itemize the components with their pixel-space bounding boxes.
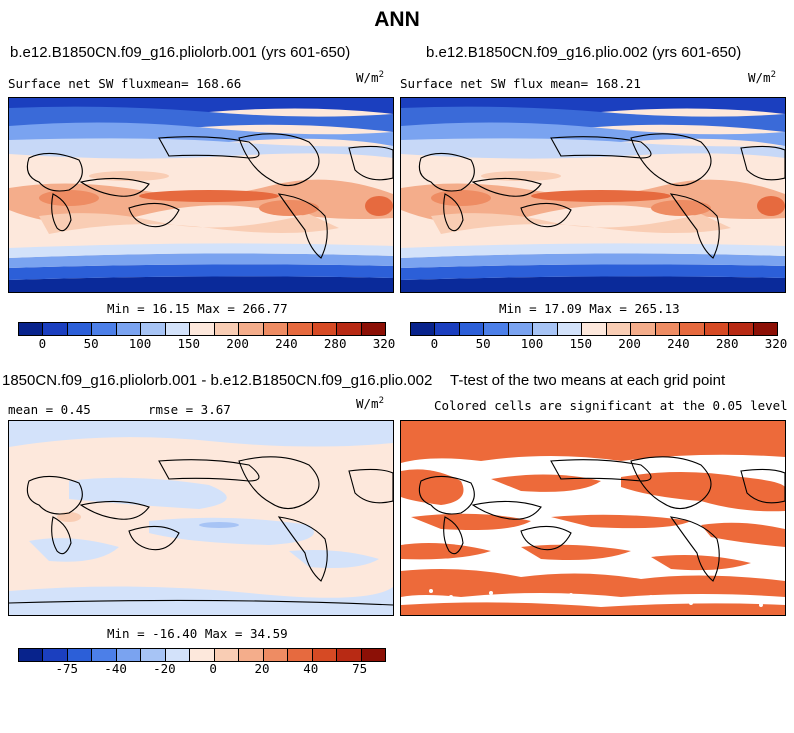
colorbar-swatch: [92, 323, 117, 335]
colorbar-swatch: [116, 323, 142, 335]
colorbar-swatch: [729, 323, 754, 335]
mean-bottom-left: mean = 0.45: [8, 402, 91, 417]
rmse-bottom-left: rmse = 3.67: [148, 402, 231, 417]
colorbar-swatch: [263, 323, 289, 335]
colorbar-tick-label: -40: [104, 661, 127, 676]
colorbar-swatch: [704, 323, 730, 335]
map-panel-bottom-left: [8, 420, 394, 616]
colorbar-swatch: [190, 323, 215, 335]
colorbar-tick-label: 200: [618, 336, 641, 351]
colorbar-tick-label: 50: [475, 336, 491, 351]
colorbar-swatch: [312, 649, 338, 661]
colorbar-tick-label: 75: [352, 661, 368, 676]
colorbar-tick-label: 280: [715, 336, 739, 351]
colorbar-tick-label: 320: [764, 336, 788, 351]
colorbar-swatch: [435, 323, 460, 335]
colorbar-tick-label: 100: [128, 336, 152, 351]
colorbar-swatch: [190, 649, 215, 661]
colorbar-top-right: [410, 322, 778, 336]
colorbar-tick-label: 0: [38, 336, 47, 351]
colorbar-tick-label: 200: [226, 336, 249, 351]
panel-title-bottom-left: 1850CN.f09_g16.pliolorb.001 - b.e12.B185…: [2, 372, 433, 389]
colorbar-swatch: [533, 323, 558, 335]
field-label-top-left: Surface net SW fluxmean= 168.66: [8, 76, 242, 91]
colorbar-swatch: [606, 323, 632, 335]
colorbar-swatch: [753, 323, 778, 335]
colorbar-swatch: [165, 323, 191, 335]
figure-title: ANN: [374, 8, 420, 31]
colorbar-swatch: [312, 323, 338, 335]
units-bottom-left: W/m2: [356, 396, 384, 412]
colorbar-tick-label: -20: [153, 661, 176, 676]
colorbar-swatch: [239, 323, 264, 335]
colorbar-ticks-top-right: 0 50 100 150 200 240 280 320: [410, 336, 788, 352]
colorbar-tick-label: 100: [520, 336, 544, 351]
panel-title-bottom-right: T-test of the two means at each grid poi…: [450, 372, 726, 389]
colorbar-swatch: [680, 323, 705, 335]
minmax-top-left: Min = 16.15 Max = 266.77: [107, 301, 288, 316]
colorbar-swatch: [43, 649, 68, 661]
minmax-top-right: Min = 17.09 Max = 265.13: [499, 301, 680, 316]
map-panel-top-right: [400, 97, 786, 293]
colorbar-swatch: [557, 323, 583, 335]
colorbar-swatch: [508, 323, 534, 335]
colorbar-swatch: [582, 323, 607, 335]
minmax-bottom-left: Min = -16.40 Max = 34.59: [107, 626, 288, 641]
colorbar-tick-label: 240: [667, 336, 690, 351]
field-label-top-right: Surface net SW flux mean= 168.21: [400, 76, 641, 91]
colorbar-swatch: [116, 649, 142, 661]
colorbar-swatch: [67, 649, 93, 661]
colorbar-swatch: [361, 323, 386, 335]
colorbar-tick-label: 20: [254, 661, 270, 676]
colorbar-swatch: [92, 649, 117, 661]
colorbar-tick-label: 0: [209, 661, 217, 676]
map-panel-top-left: [8, 97, 394, 293]
colorbar-swatch: [361, 649, 386, 661]
colorbar-swatch: [67, 323, 93, 335]
panel-title-top-left: b.e12.B1850CN.f09_g16.pliolorb.001 (yrs …: [10, 44, 351, 61]
colorbar-tick-label: 150: [177, 336, 201, 351]
colorbar-tick-label: 240: [275, 336, 298, 351]
units-top-left: W/m2: [356, 70, 384, 86]
colorbar-swatch: [459, 323, 485, 335]
colorbar-ticks-bottom-left: -75 -40 -20 0 20 40 75: [18, 661, 386, 677]
colorbar-swatch: [411, 323, 436, 335]
colorbar-swatch: [141, 323, 166, 335]
map-panel-bottom-right: [400, 420, 786, 616]
colorbar-swatch: [288, 649, 313, 661]
colorbar-swatch: [337, 649, 362, 661]
colorbar-swatch: [19, 649, 44, 661]
colorbar-swatch: [239, 649, 264, 661]
colorbar-top-left: [18, 322, 386, 336]
colorbar-swatch: [214, 323, 240, 335]
panel-subtitle-bottom-right: Colored cells are significant at the 0.0…: [434, 398, 788, 413]
colorbar-tick-label: 50: [83, 336, 99, 351]
colorbar-bottom-left: [18, 648, 386, 662]
colorbar-swatch: [337, 323, 362, 335]
colorbar-tick-label: 320: [372, 336, 396, 351]
colorbar-tick-label: 40: [303, 661, 319, 676]
colorbar-ticks-top-left: 0 50 100 150 200 240 280 320: [18, 336, 396, 352]
colorbar-tick-label: 0: [430, 336, 439, 351]
colorbar-swatch: [288, 323, 313, 335]
colorbar-swatch: [141, 649, 166, 661]
colorbar-swatch: [165, 649, 191, 661]
colorbar-swatch: [263, 649, 289, 661]
units-top-right: W/m2: [748, 70, 776, 86]
colorbar-swatch: [214, 649, 240, 661]
colorbar-swatch: [631, 323, 656, 335]
colorbar-tick-label: -75: [55, 661, 79, 676]
colorbar-swatch: [484, 323, 509, 335]
colorbar-swatch: [43, 323, 68, 335]
colorbar-tick-label: 150: [569, 336, 593, 351]
colorbar-swatch: [19, 323, 44, 335]
panel-title-top-right: b.e12.B1850CN.f09_g16.plio.002 (yrs 601-…: [426, 44, 742, 61]
colorbar-swatch: [655, 323, 681, 335]
colorbar-tick-label: 280: [323, 336, 347, 351]
